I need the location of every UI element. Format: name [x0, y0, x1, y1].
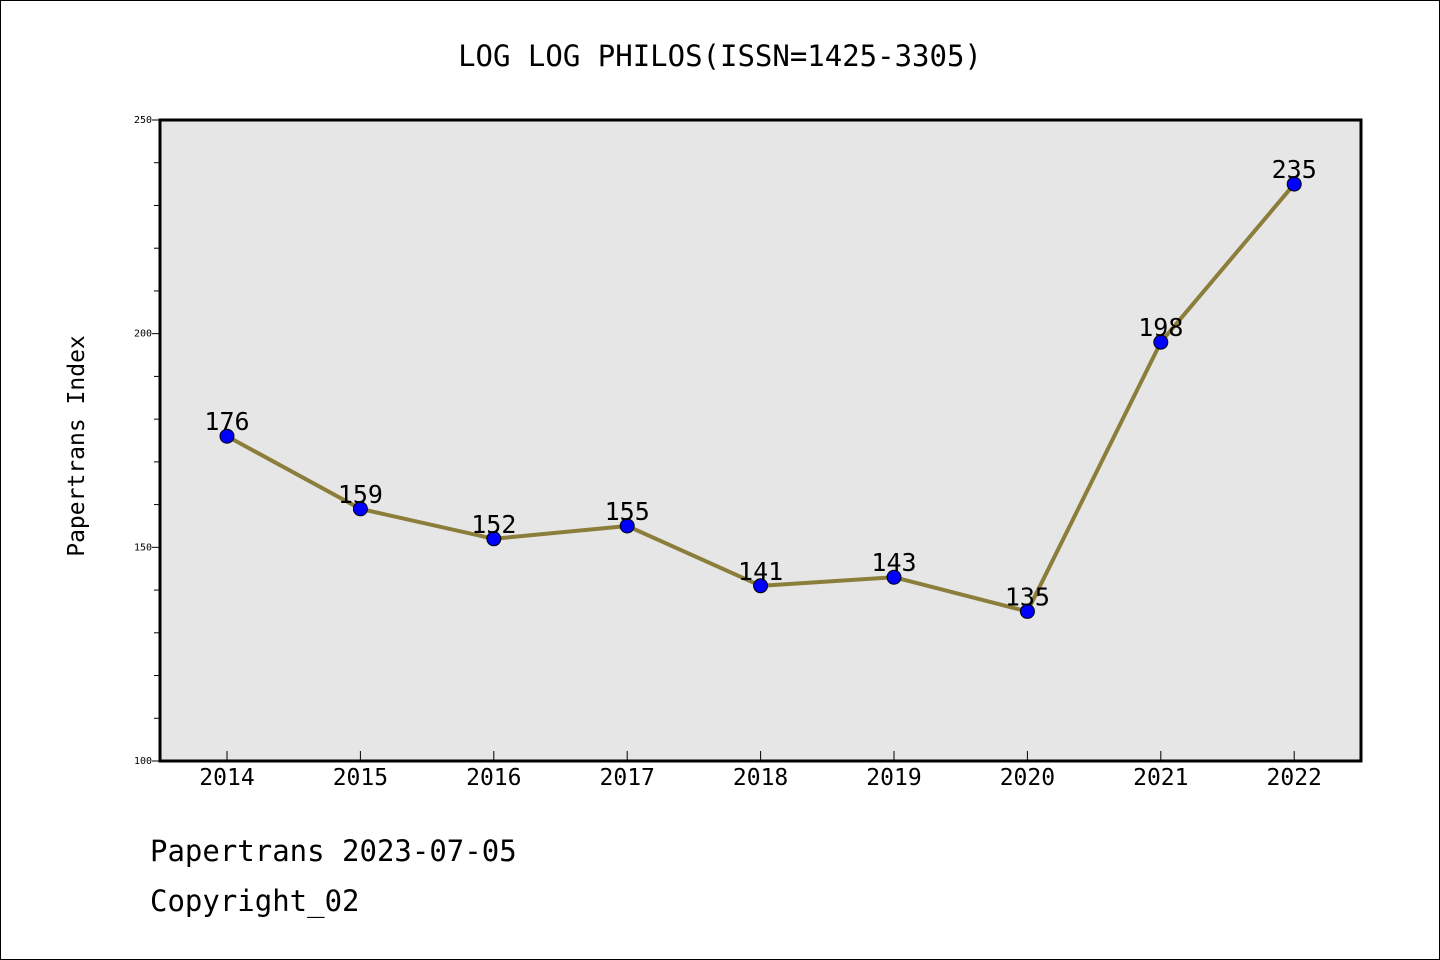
data-label: 176	[204, 407, 249, 436]
x-tick-label: 2019	[866, 765, 921, 791]
y-tick-label: 150	[134, 542, 152, 553]
y-tick-label: 100	[134, 756, 152, 767]
x-tick-label: 2022	[1267, 765, 1322, 791]
data-point-marker	[1286, 176, 1302, 192]
data-point-marker	[352, 501, 368, 517]
x-tick-label: 2016	[466, 765, 521, 791]
data-point-marker	[219, 428, 235, 444]
chart-title: LOG LOG PHILOS(ISSN=1425-3305)	[458, 39, 982, 73]
data-point-marker	[753, 578, 769, 594]
data-label: 155	[605, 497, 650, 526]
x-tick-label: 2021	[1133, 765, 1188, 791]
data-point-marker	[486, 531, 502, 547]
data-label: 143	[871, 548, 916, 577]
x-tick-label: 2014	[199, 765, 254, 791]
y-axis-ticks: 100 150 200 250	[134, 115, 160, 767]
data-label: 159	[338, 480, 383, 509]
y-axis-label: Papertrans Index	[64, 335, 90, 557]
data-label: 135	[1005, 582, 1050, 611]
x-axis-ticks: 2014 2015 2016 2017 2018 2019 2020 2021 2022	[199, 751, 1322, 791]
series-layer: 176 159 152 155 141 143 135 198 235	[204, 155, 1317, 619]
data-point-marker	[1153, 334, 1169, 350]
x-tick-label: 2017	[600, 765, 655, 791]
x-tick-label: 2020	[1000, 765, 1055, 791]
data-label: 152	[471, 510, 516, 539]
y-tick-label: 250	[134, 115, 152, 126]
data-label: 141	[738, 557, 783, 586]
y-tick-label: 200	[134, 329, 152, 340]
data-label: 198	[1138, 313, 1183, 342]
footer-date-line: Papertrans 2023-07-05	[150, 834, 517, 868]
x-tick-label: 2018	[733, 765, 788, 791]
data-point-marker	[619, 518, 635, 534]
data-point-marker	[886, 569, 902, 585]
data-point-marker	[1019, 603, 1035, 619]
footer-copyright-line: Copyright_02	[150, 884, 360, 918]
data-label: 235	[1272, 155, 1317, 184]
x-tick-label: 2015	[333, 765, 388, 791]
plot-area	[158, 118, 1363, 763]
